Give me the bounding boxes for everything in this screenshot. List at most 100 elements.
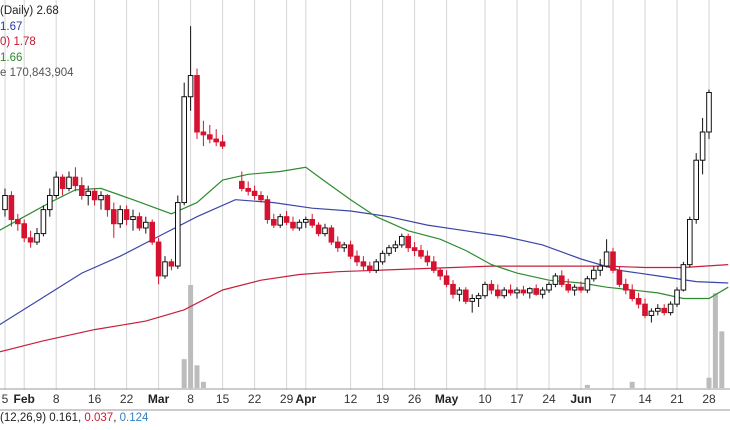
candle-body bbox=[168, 261, 175, 267]
candle-body bbox=[629, 289, 636, 300]
candle-body bbox=[379, 252, 386, 263]
candle-body bbox=[309, 218, 315, 226]
candle-body bbox=[648, 310, 655, 316]
macd-params: (12,26,9) bbox=[0, 412, 47, 424]
candle-body bbox=[411, 247, 418, 252]
candle-body bbox=[507, 289, 514, 294]
x-tick-label: 12 bbox=[344, 392, 358, 406]
candlesticks bbox=[2, 26, 712, 323]
x-tick-label: 14 bbox=[638, 392, 652, 406]
candle-body bbox=[367, 265, 373, 271]
x-tick-label: 17 bbox=[510, 392, 524, 406]
candle-body bbox=[392, 244, 399, 249]
candle-body bbox=[2, 195, 8, 211]
volume-bar bbox=[181, 359, 187, 388]
candle-body bbox=[117, 209, 124, 225]
candle-body bbox=[53, 176, 60, 196]
candle-body bbox=[565, 283, 572, 291]
candle-body bbox=[104, 195, 111, 211]
candle-body bbox=[303, 218, 309, 223]
candle-body bbox=[520, 289, 527, 294]
candle-body bbox=[610, 251, 616, 271]
candle-body bbox=[34, 233, 40, 243]
candle-body bbox=[290, 221, 296, 229]
candle-body bbox=[527, 288, 533, 294]
candle-body bbox=[386, 247, 392, 254]
candle-body bbox=[559, 275, 565, 285]
x-tick-label: 8 bbox=[187, 392, 194, 406]
candle-body bbox=[200, 131, 207, 136]
candle-body bbox=[661, 307, 668, 314]
candle-body bbox=[322, 227, 328, 235]
candle-body bbox=[98, 195, 104, 201]
candle-body bbox=[373, 261, 379, 271]
candle-body bbox=[40, 209, 47, 235]
candle-body bbox=[143, 221, 149, 229]
legend-ma-long: 0) 1.78 bbox=[0, 35, 74, 51]
volume-bar bbox=[629, 381, 635, 388]
candle-body bbox=[469, 298, 475, 302]
volume-bar bbox=[188, 285, 194, 388]
candle-body bbox=[418, 250, 424, 257]
candle-body bbox=[72, 176, 79, 187]
candle-body bbox=[283, 216, 290, 223]
candle-body bbox=[187, 75, 194, 98]
candle-body bbox=[219, 141, 226, 147]
candle-body bbox=[207, 134, 213, 140]
x-tick-label: May bbox=[435, 392, 459, 406]
candle-body bbox=[693, 159, 700, 220]
candle-body bbox=[501, 289, 507, 297]
macd-value: 0.161 bbox=[49, 412, 79, 424]
candle-body bbox=[354, 255, 360, 263]
candle-body bbox=[431, 261, 437, 271]
candle-body bbox=[47, 195, 53, 211]
macd-hist-value: 0.124 bbox=[119, 412, 149, 424]
candle-body bbox=[264, 199, 271, 220]
candle-body bbox=[271, 218, 277, 226]
volume-bar bbox=[200, 381, 206, 388]
macd-legend: (12,26,9) 0.161, 0.037, 0.124 bbox=[0, 412, 149, 424]
candle-body bbox=[680, 264, 687, 291]
x-tick-label: 28 bbox=[702, 392, 716, 406]
candle-body bbox=[91, 190, 98, 201]
candle-body bbox=[79, 185, 85, 197]
volume-bar bbox=[584, 384, 590, 388]
candle-body bbox=[149, 221, 155, 243]
candle-body bbox=[571, 286, 578, 291]
candle-body bbox=[533, 288, 540, 295]
legend-ma-mid: 1.66 bbox=[0, 51, 74, 67]
legend-volume-value: 170,843,904 bbox=[9, 67, 74, 80]
candle-body bbox=[213, 138, 219, 143]
candle-body bbox=[667, 303, 674, 314]
candle-body bbox=[258, 195, 264, 201]
candle-body bbox=[584, 278, 591, 291]
x-tick-label: Jun bbox=[570, 392, 591, 406]
candle-body bbox=[328, 227, 335, 243]
candle-body bbox=[162, 261, 168, 277]
x-tick-label: 29 bbox=[280, 392, 294, 406]
candle-body bbox=[687, 218, 693, 266]
legend-volume-label: e bbox=[0, 67, 7, 80]
candle-body bbox=[450, 283, 456, 295]
candle-body bbox=[578, 286, 584, 291]
candle-body bbox=[59, 176, 66, 189]
candle-body bbox=[642, 303, 648, 316]
candle-body bbox=[27, 237, 34, 243]
candle-body bbox=[136, 216, 143, 229]
x-tick-label: 22 bbox=[248, 392, 262, 406]
x-tick-label: 19 bbox=[376, 392, 390, 406]
candle-body bbox=[15, 218, 21, 225]
candle-body bbox=[175, 202, 181, 267]
candle-body bbox=[546, 283, 552, 291]
candle-body bbox=[360, 261, 367, 267]
legend-price-value: 2.68 bbox=[36, 5, 59, 17]
candle-body bbox=[347, 244, 354, 257]
x-tick-label: 26 bbox=[408, 392, 422, 406]
candle-body bbox=[674, 289, 680, 305]
candle-body bbox=[8, 195, 15, 220]
x-tick-label: 7 bbox=[610, 392, 617, 406]
candle-body bbox=[463, 289, 469, 302]
legend-ma-long-value: 1.78 bbox=[13, 36, 36, 49]
x-tick-label: Apr bbox=[295, 392, 316, 406]
volume-bar bbox=[194, 365, 200, 388]
